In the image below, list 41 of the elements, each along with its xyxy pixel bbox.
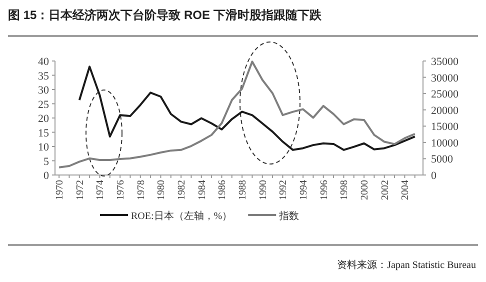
x-tick-label: 1982 xyxy=(176,180,188,200)
y-tick-label: 0 xyxy=(44,170,50,182)
x-tick-label: 1992 xyxy=(278,180,290,200)
x-tick-label: 1988 xyxy=(238,180,249,200)
x-tick-label: 1976 xyxy=(116,180,127,200)
y2-tick-label: 0 xyxy=(431,170,437,182)
y2-tick-label: 15000 xyxy=(431,121,459,134)
y-tick-label: 40 xyxy=(38,56,50,68)
y-tick-label: 15 xyxy=(38,127,50,140)
y-tick-label: 5 xyxy=(44,156,50,168)
y-tick-label: 30 xyxy=(38,84,50,96)
x-tick-label: 1978 xyxy=(136,180,147,200)
legend-label: 指数 xyxy=(278,210,300,222)
x-tick-label: 1994 xyxy=(298,180,310,200)
x-tick-label: 1996 xyxy=(318,180,330,200)
text: 资料来源：Japan Statistic Bureau xyxy=(337,259,476,271)
y2-tick-label: 5000 xyxy=(431,154,454,166)
x-tick-label: 1998 xyxy=(339,180,350,200)
x-tick-label: 2002 xyxy=(380,180,391,200)
y-tick-label: 25 xyxy=(38,98,50,111)
y-tick-label: 10 xyxy=(38,142,50,154)
y-tick-label: 20 xyxy=(38,113,50,125)
x-tick-label: 1990 xyxy=(258,180,269,200)
x-tick-label: 1970 xyxy=(54,180,66,200)
line-series xyxy=(78,66,416,151)
y2-tick-label: 35000 xyxy=(431,56,459,68)
x-tick-label: 1974 xyxy=(95,180,106,200)
y2-tick-label: 30000 xyxy=(431,72,459,84)
y2-tick-label: 20000 xyxy=(431,104,459,117)
x-tick-label: 2000 xyxy=(360,180,371,200)
x-tick-label: 1980 xyxy=(156,180,168,200)
x-tick-label: 1986 xyxy=(217,180,228,200)
y2-tick-label: 25000 xyxy=(431,88,459,101)
y-tick-label: 35 xyxy=(38,70,50,82)
x-tick-label: 1972 xyxy=(74,180,86,200)
chart-title: 图 15：日本经济两次下台阶导致 ROE 下滑时股指跟随下跌 xyxy=(8,8,322,22)
legend-label: ROE:日本（左轴，%） xyxy=(131,210,232,222)
line-series xyxy=(58,60,416,168)
x-tick-label: 1984 xyxy=(196,180,208,200)
x-tick-label: 2004 xyxy=(400,180,412,200)
y2-tick-label: 10000 xyxy=(431,137,459,150)
